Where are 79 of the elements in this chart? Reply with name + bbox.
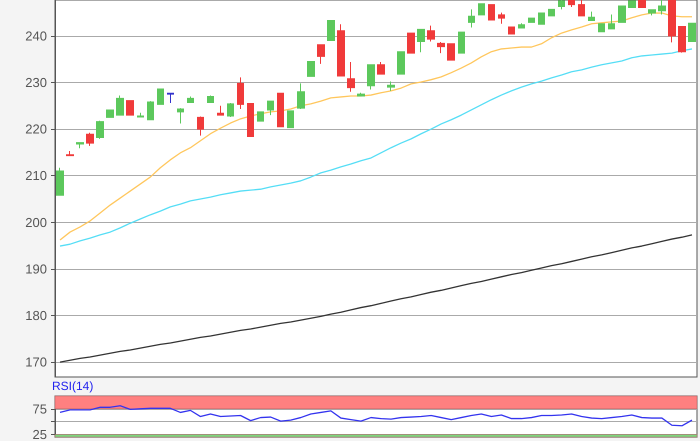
candlestick [187, 96, 194, 104]
candlestick [658, 0, 666, 15]
candlestick [227, 102, 234, 118]
candlestick [638, 0, 646, 8]
candlestick [207, 95, 214, 104]
candlestick [257, 110, 264, 122]
candlestick [237, 76, 244, 110]
y-tick-label: 220 [25, 122, 47, 137]
y-tick-label: 230 [25, 74, 47, 90]
candlestick [357, 92, 365, 97]
chart-title: RSI(14) [52, 379, 94, 393]
candlestick [688, 22, 696, 42]
y-tick-label: 170 [25, 354, 47, 370]
candlestick [277, 92, 284, 128]
candlestick [66, 150, 74, 156]
candlestick [217, 105, 224, 116]
candlestick [96, 120, 104, 140]
line-series [59, 48, 693, 247]
candlestick [598, 22, 605, 33]
y-tick-label: 25 [32, 427, 47, 441]
candlestick [578, 0, 585, 16]
y-tick-label: 75 [32, 401, 47, 416]
candlestick [427, 25, 435, 42]
line-series [59, 405, 693, 426]
candlestick [377, 61, 385, 76]
candlestick [347, 61, 355, 92]
candlestick [307, 60, 315, 78]
candlestick [197, 116, 204, 136]
candlestick [588, 11, 595, 22]
candlestick [86, 132, 94, 146]
candlestick [407, 32, 415, 54]
y-tick-label: 180 [25, 308, 47, 323]
candlestick [147, 100, 154, 120]
candlestick [668, 0, 676, 43]
candlestick [56, 167, 64, 196]
candlestick [548, 8, 555, 17]
candlestick [568, 0, 575, 8]
candlestick [538, 12, 545, 26]
y-tick-label: 240 [25, 28, 47, 44]
candlestick [468, 8, 475, 28]
candlestick [247, 102, 254, 138]
candlestick [558, 0, 565, 10]
candlestick [528, 17, 535, 24]
candlestick [478, 2, 485, 16]
candlestick [397, 50, 405, 76]
candlestick [126, 100, 134, 116]
candlestick [518, 22, 525, 29]
candlestick [106, 109, 114, 118]
candlestick [498, 12, 505, 24]
line-series [59, 12, 693, 241]
candlestick [337, 24, 345, 77]
candlestick [678, 26, 686, 54]
candlestick [287, 110, 294, 129]
candlestick [116, 95, 124, 116]
candlestick [297, 82, 305, 110]
y-tick-label: 210 [25, 168, 47, 184]
candlestick [137, 112, 144, 118]
candlestick [177, 108, 184, 124]
candlestick [327, 20, 335, 42]
candlestick [417, 28, 425, 53]
y-tick-label: 190 [25, 261, 47, 276]
candlestick [488, 4, 495, 22]
candlestick [608, 14, 615, 30]
candlestick [267, 100, 274, 116]
candlestick [387, 81, 395, 92]
candlestick [618, 5, 626, 24]
candlestick [458, 31, 465, 54]
candlestick [167, 92, 174, 104]
candlestick [437, 41, 445, 54]
candlestick [508, 26, 515, 35]
line-series [59, 234, 693, 363]
candlestick [447, 42, 455, 62]
candlestick [367, 64, 375, 90]
y-tick-label: 200 [25, 214, 47, 230]
candlestick [157, 88, 164, 105]
candlestick [648, 8, 656, 16]
candlestick [76, 142, 84, 149]
candlestick [628, 0, 636, 8]
candlestick [317, 44, 325, 64]
